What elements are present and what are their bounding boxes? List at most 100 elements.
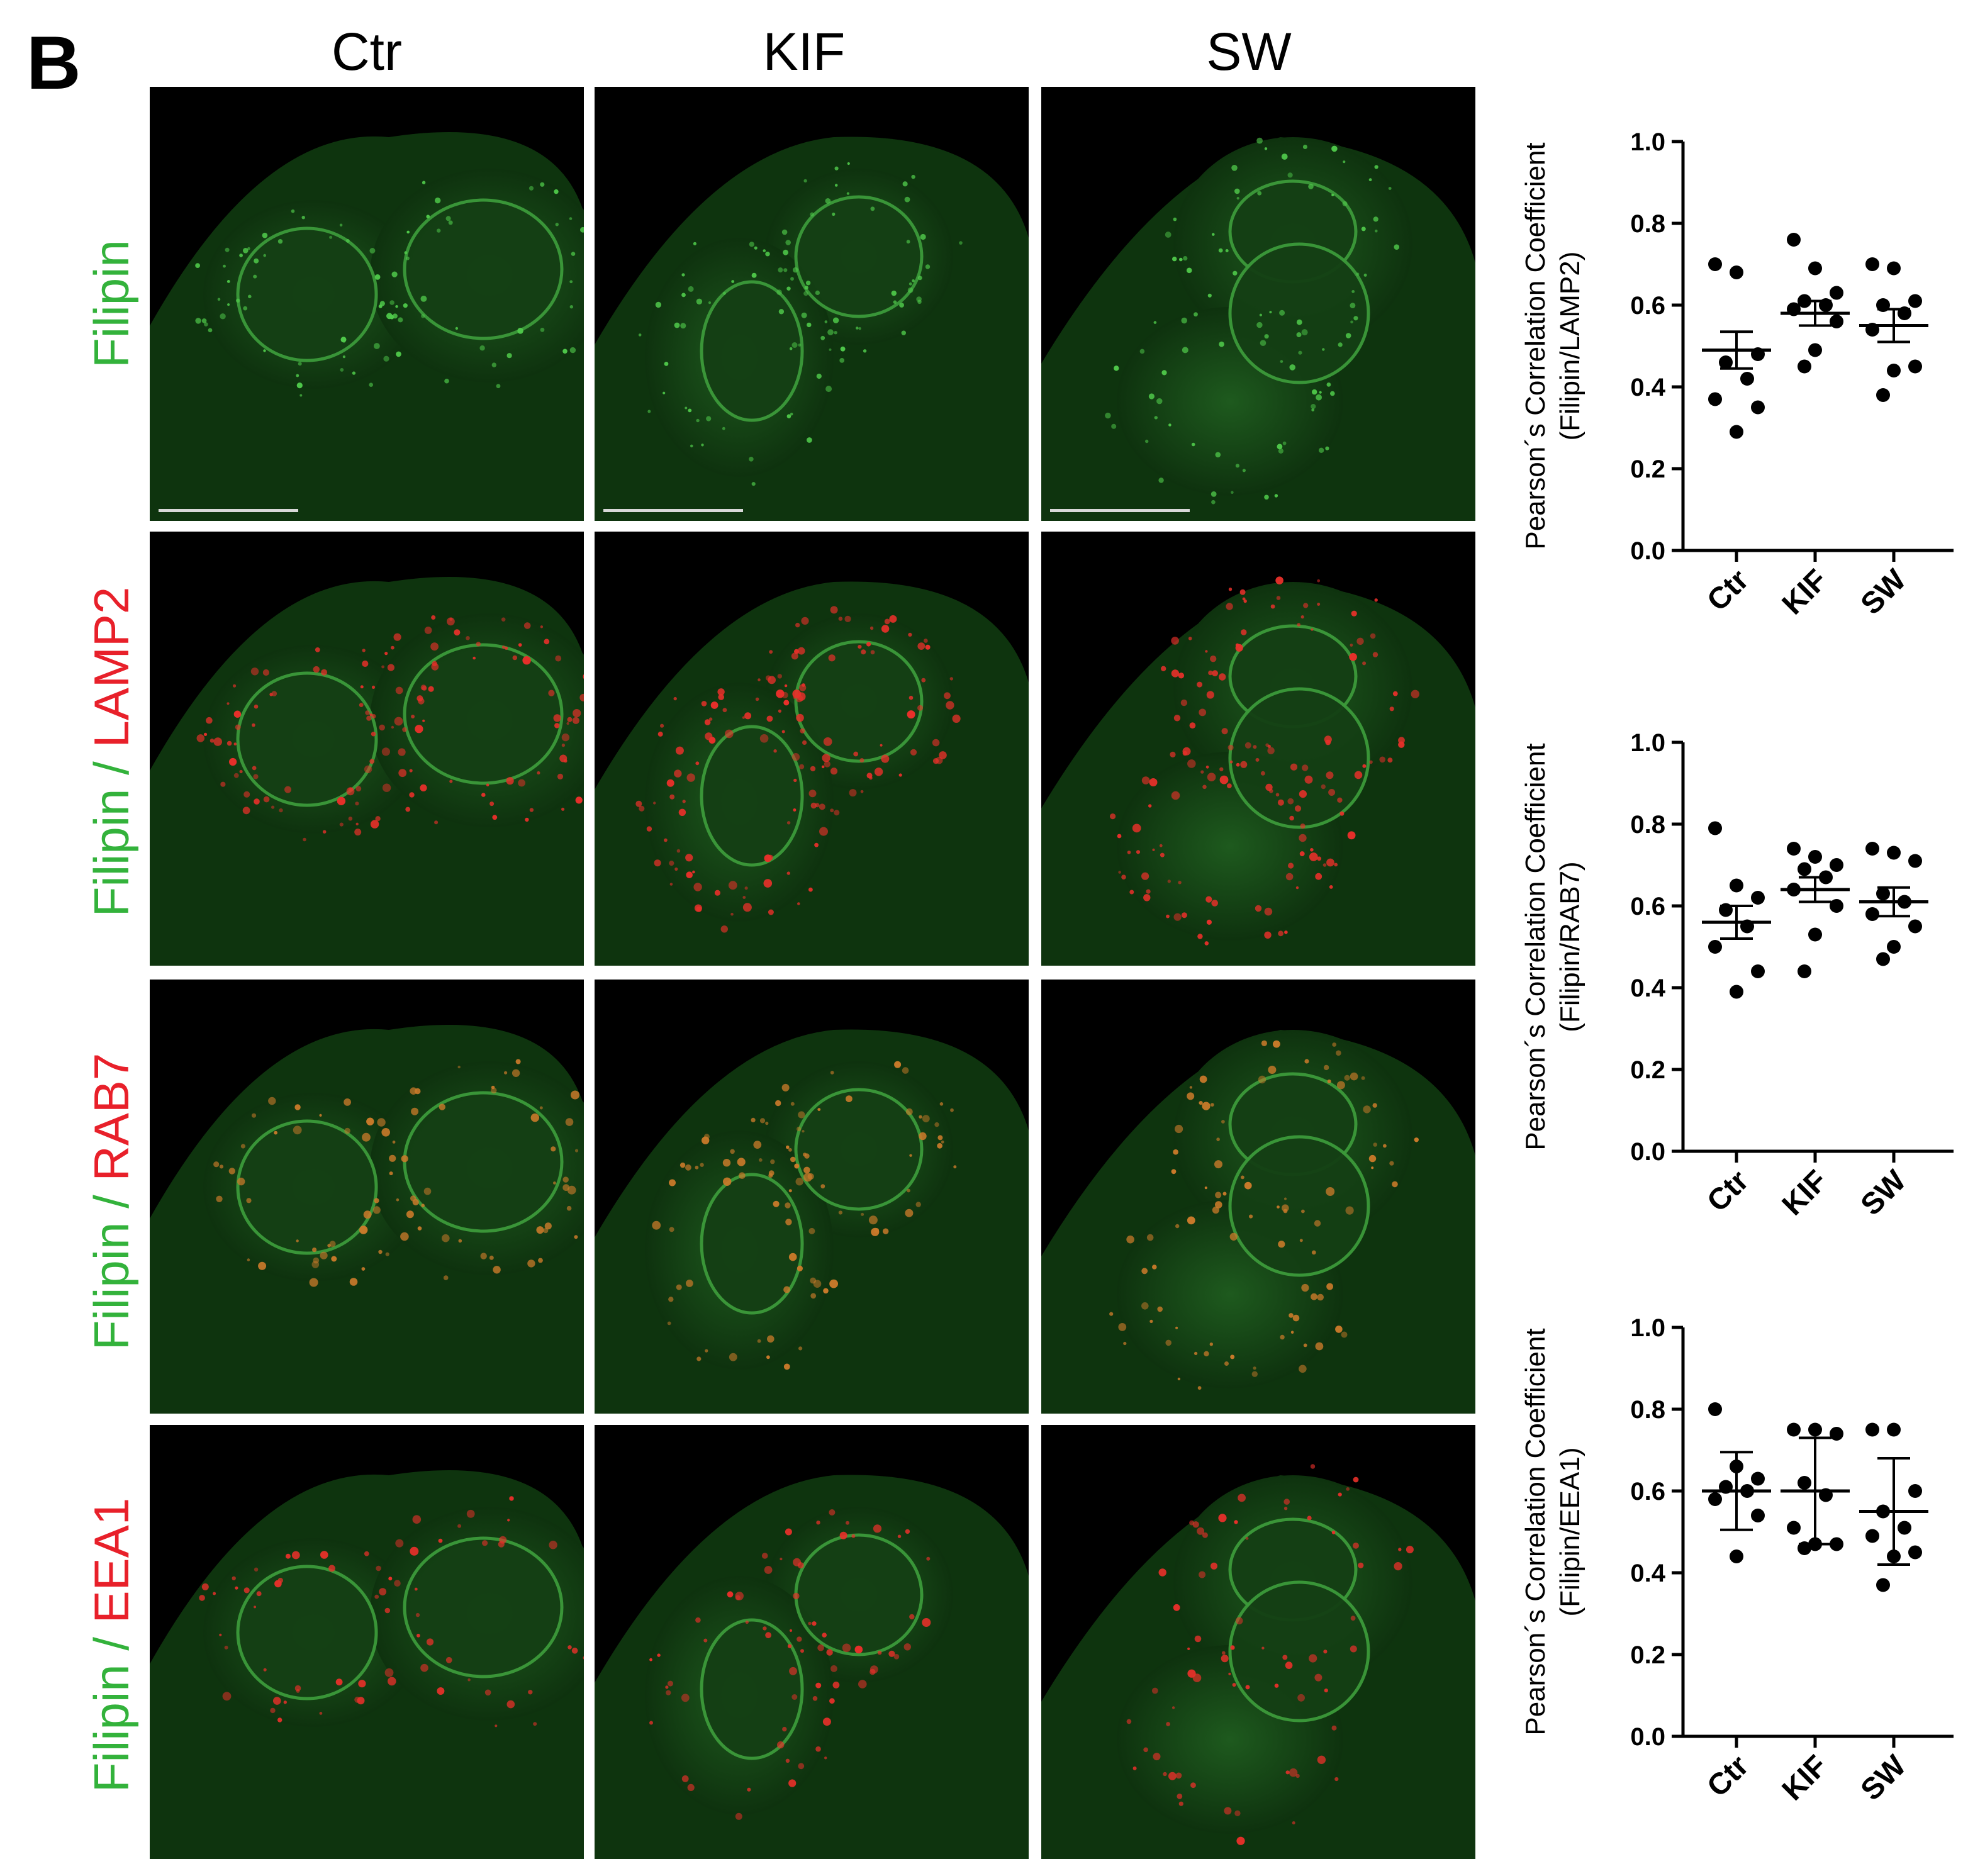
y-tick-label: 0.0	[1630, 1723, 1665, 1751]
y-tick-label: 0.4	[1630, 974, 1665, 1002]
micrograph-image	[1041, 137, 1475, 521]
y-axis-label: Pearson´s Correlation Coefficient	[1520, 142, 1551, 549]
micrograph-image	[595, 1029, 1029, 1414]
data-point	[1908, 919, 1922, 934]
scale-bar	[1050, 509, 1190, 512]
data-point	[1908, 359, 1922, 374]
chart-svg: Pearson´s Correlation Coefficient (Filipi…	[1520, 1314, 1954, 1807]
micrograph-sw-row2	[1041, 532, 1475, 966]
micrograph-ctr-row2	[150, 532, 584, 966]
micrograph-image	[1041, 1464, 1475, 1859]
data-point	[1787, 1521, 1801, 1535]
data-point	[1708, 940, 1722, 954]
row-label-red: RAB7	[84, 1052, 139, 1181]
y-axis-label-2: (Filipin/EEA1)	[1555, 1448, 1585, 1617]
row-label-sep: /	[84, 747, 139, 789]
micrograph-ctr-row1	[150, 87, 584, 521]
y-tick-label: 1.0	[1630, 128, 1665, 156]
x-tick-label: Ctr	[1701, 1164, 1755, 1218]
data-point	[1751, 400, 1765, 415]
chart-eea1: Pearson´s Correlation Coefficient (Filipi…	[1507, 1261, 1985, 1828]
data-point	[1908, 1545, 1922, 1560]
chart-lamp2: Pearson´s Correlation Coefficient (Filipi…	[1507, 75, 1985, 642]
y-tick-label: 0.8	[1630, 811, 1665, 839]
data-point	[1865, 907, 1879, 921]
data-point	[1876, 952, 1890, 966]
data-point	[1751, 1471, 1765, 1486]
micrograph-kif-row3	[595, 980, 1029, 1414]
row-label-sep: /	[84, 1181, 139, 1222]
chart-rab7: Pearson´s Correlation Coefficient (Filipi…	[1507, 676, 1985, 1242]
micrograph-ctr-row3	[150, 980, 584, 1414]
x-tick-label: Ctr	[1701, 1749, 1755, 1803]
data-point	[1730, 425, 1743, 439]
micrograph-image	[595, 137, 1029, 521]
data-point	[1708, 1492, 1722, 1506]
y-tick-label: 0.2	[1630, 455, 1665, 483]
y-tick-label: 0.6	[1630, 292, 1665, 320]
data-point	[1908, 854, 1922, 868]
data-point	[1798, 964, 1811, 978]
data-point	[1887, 846, 1901, 860]
y-axis-label: Pearson´s Correlation Coefficient	[1520, 1328, 1551, 1735]
data-point	[1730, 878, 1743, 893]
data-point	[1865, 257, 1879, 271]
micrograph-image	[150, 1025, 584, 1414]
data-point	[1730, 1549, 1743, 1563]
data-point	[1787, 842, 1801, 856]
data-point	[1876, 886, 1890, 901]
micrograph-image	[1041, 576, 1475, 966]
y-tick-label: 0.0	[1630, 1138, 1665, 1166]
data-point	[1830, 1427, 1843, 1441]
x-tick-label: SW	[1855, 1164, 1913, 1222]
data-point	[1708, 392, 1722, 406]
row-label-green: Filipin	[84, 1664, 139, 1793]
data-point	[1876, 388, 1890, 402]
chart-svg: Pearson´s Correlation Coefficient (Filipi…	[1520, 729, 1954, 1222]
y-tick-label: 0.4	[1630, 1560, 1665, 1587]
micrograph-ctr-row4	[150, 1425, 584, 1859]
data-point	[1808, 1422, 1822, 1437]
data-point	[1898, 1521, 1911, 1535]
data-point	[1830, 1537, 1843, 1551]
data-point	[1887, 1422, 1901, 1437]
row-label-red: EEA1	[84, 1497, 139, 1624]
row-label-green: Filipin	[84, 240, 139, 368]
y-tick-label: 1.0	[1630, 729, 1665, 757]
data-point	[1798, 1476, 1811, 1490]
x-tick-label: KIF	[1776, 563, 1834, 621]
data-point	[1830, 899, 1843, 913]
data-point	[1751, 891, 1765, 905]
y-axis-label-2: (Filipin/LAMP2)	[1555, 252, 1585, 441]
y-tick-label: 0.8	[1630, 1396, 1665, 1424]
data-point	[1887, 364, 1901, 377]
y-tick-label: 0.6	[1630, 1478, 1665, 1505]
x-tick-label: Ctr	[1701, 563, 1755, 617]
row-label-sep: /	[84, 1623, 139, 1665]
row-label-red: LAMP2	[84, 586, 139, 748]
data-point	[1798, 359, 1811, 374]
micrograph-image	[595, 581, 1029, 966]
scale-bar	[603, 509, 743, 512]
data-point	[1708, 821, 1722, 835]
column-title-sw: SW	[1206, 22, 1292, 81]
data-point	[1876, 1578, 1890, 1592]
data-point	[1708, 1402, 1722, 1416]
data-point	[1830, 858, 1843, 872]
data-point	[1787, 233, 1801, 247]
micrograph-image	[150, 577, 584, 966]
data-point	[1719, 355, 1733, 369]
micrograph-sw-row4	[1041, 1425, 1475, 1859]
x-tick-label: KIF	[1776, 1164, 1834, 1222]
data-point	[1808, 343, 1822, 357]
data-point	[1730, 265, 1743, 279]
data-point	[1808, 927, 1822, 942]
data-point	[1887, 261, 1901, 276]
y-axis-label: Pearson´s Correlation Coefficient	[1520, 743, 1551, 1150]
data-point	[1751, 964, 1765, 978]
y-tick-label: 0.6	[1630, 893, 1665, 920]
data-point	[1830, 286, 1843, 300]
row-label-green: Filipin	[84, 788, 139, 917]
y-tick-label: 0.4	[1630, 374, 1665, 401]
y-tick-label: 0.2	[1630, 1056, 1665, 1084]
